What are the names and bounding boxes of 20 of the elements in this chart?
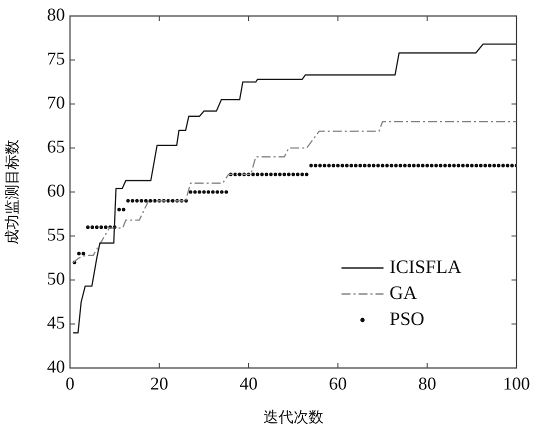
y-tick-label: 55 <box>47 224 65 245</box>
y-tick-label: 65 <box>47 136 65 157</box>
y-tick-label: 45 <box>47 312 65 333</box>
x-tick-label: 0 <box>66 374 74 394</box>
x-tick-label: 60 <box>328 374 347 394</box>
legend-label: ICISFLA <box>390 256 462 278</box>
y-tick-label: 70 <box>47 92 65 113</box>
y-tick-label: 75 <box>47 48 65 69</box>
y-tick-label: 60 <box>47 180 65 201</box>
x-axis-title: 迭代次数 <box>263 408 324 426</box>
x-tick-label: 80 <box>418 374 436 394</box>
y-axis-title: 成功监测目标数 <box>2 140 21 244</box>
y-tick-label: 50 <box>47 268 65 289</box>
legend-label: PSO <box>390 308 424 330</box>
y-tick-label: 80 <box>47 4 65 25</box>
x-tick-label: 20 <box>150 374 168 394</box>
y-tick-label: 40 <box>47 356 65 377</box>
legend-label: GA <box>390 282 418 304</box>
x-tick-label: 40 <box>240 374 258 394</box>
x-tick-label: 100 <box>503 374 530 394</box>
